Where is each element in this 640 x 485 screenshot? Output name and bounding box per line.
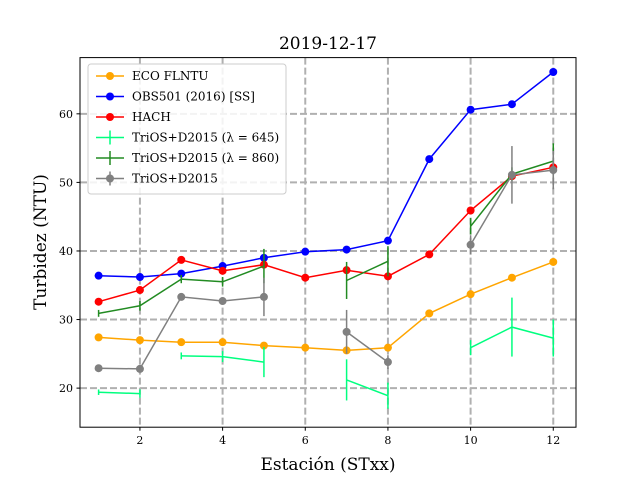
- data-point: [177, 338, 186, 347]
- data-point: [135, 273, 144, 282]
- data-point: [259, 341, 268, 350]
- data-point: [507, 170, 516, 179]
- data-point: [177, 292, 186, 301]
- x-tick-label: 2: [136, 434, 143, 447]
- legend-item-trios-d2015-645: TriOS+D2015 (λ = 645): [96, 130, 279, 145]
- data-point: [177, 255, 186, 264]
- y-tick-label: 30: [59, 314, 73, 327]
- y-tick-label: 40: [59, 245, 73, 258]
- data-point: [94, 364, 103, 373]
- data-point: [549, 257, 558, 266]
- data-point: [549, 166, 558, 175]
- x-tick-label: 6: [302, 434, 309, 447]
- data-point: [301, 343, 310, 352]
- data-point: [383, 358, 392, 367]
- series-layer: [94, 68, 558, 409]
- series-eco-flntu: [94, 257, 558, 355]
- data-point: [259, 292, 268, 301]
- data-point: [466, 105, 475, 114]
- y-tick-label: 60: [59, 108, 73, 121]
- series-trios-d2015-645: [97, 297, 555, 409]
- data-point: [425, 309, 434, 318]
- y-tick-label: 20: [59, 382, 73, 395]
- data-point: [301, 273, 310, 282]
- legend-item-trios-d2015: TriOS+D2015: [96, 171, 218, 186]
- plot-frame: [79, 57, 577, 428]
- series-line: [98, 166, 554, 303]
- data-point: [466, 240, 475, 249]
- data-point: [218, 297, 227, 306]
- series-trios-d2015: [94, 146, 558, 373]
- legend-swatch-marker: [106, 72, 114, 80]
- data-point: [383, 236, 392, 245]
- data-point: [466, 206, 475, 215]
- y-tick-label: 50: [59, 176, 73, 189]
- x-tick-label: 10: [464, 434, 478, 447]
- data-point: [218, 266, 227, 275]
- series-line: [98, 71, 554, 278]
- data-point: [549, 68, 558, 76]
- data-point: [425, 250, 434, 259]
- chart-title: 2019-12-17: [279, 34, 377, 54]
- series-line: [346, 260, 389, 282]
- data-point: [218, 338, 227, 347]
- data-point: [342, 327, 351, 336]
- legend-label: TriOS+D2015 (λ = 860): [132, 151, 279, 165]
- legend-label: OBS501 (2016) [SS]: [132, 90, 255, 104]
- data-point: [301, 247, 310, 256]
- data-point: [507, 273, 516, 282]
- legend-item-eco-flntu: ECO FLNTU: [96, 69, 209, 83]
- y-axis-title: Turbidez (NTU): [31, 174, 51, 310]
- series-line: [346, 379, 389, 397]
- x-tick-label: 8: [384, 434, 391, 447]
- data-point: [425, 155, 434, 164]
- data-point: [135, 336, 144, 345]
- legend: ECO FLNTU OBS501 (2016) [SS] HACH TriOS+D20…: [87, 63, 287, 195]
- legend-swatch-marker: [106, 113, 114, 121]
- data-point: [507, 100, 516, 109]
- series-line: [98, 261, 554, 352]
- legend-label: TriOS+D2015 (λ = 645): [132, 131, 279, 145]
- legend-box: [87, 63, 287, 195]
- data-point: [342, 245, 351, 254]
- legend-item-hach: HACH: [96, 110, 171, 124]
- axis-ticks: 2 4 6 8 10 12 20 30 40 50 60: [59, 108, 560, 447]
- data-point: [94, 297, 103, 306]
- legend-swatch-marker: [106, 92, 114, 101]
- x-axis-title: Estación (STxx): [260, 455, 395, 475]
- x-tick-label: 12: [546, 434, 560, 447]
- data-point: [466, 290, 475, 299]
- legend-item-trios-d2015-860: TriOS+D2015 (λ = 860): [96, 151, 279, 165]
- legend-label: HACH: [132, 110, 171, 124]
- data-point: [135, 286, 144, 295]
- data-point: [94, 333, 103, 342]
- legend-item-obs501-2016-ss: OBS501 (2016) [SS]: [96, 90, 255, 104]
- data-point: [383, 343, 392, 352]
- series-line: [346, 331, 389, 363]
- legend-label: TriOS+D2015: [132, 172, 218, 186]
- data-point: [94, 271, 103, 280]
- x-tick-label: 4: [219, 434, 226, 447]
- data-point: [177, 269, 186, 278]
- data-point: [135, 364, 144, 373]
- legend-label: ECO FLNTU: [132, 69, 209, 83]
- series-line: [98, 391, 140, 395]
